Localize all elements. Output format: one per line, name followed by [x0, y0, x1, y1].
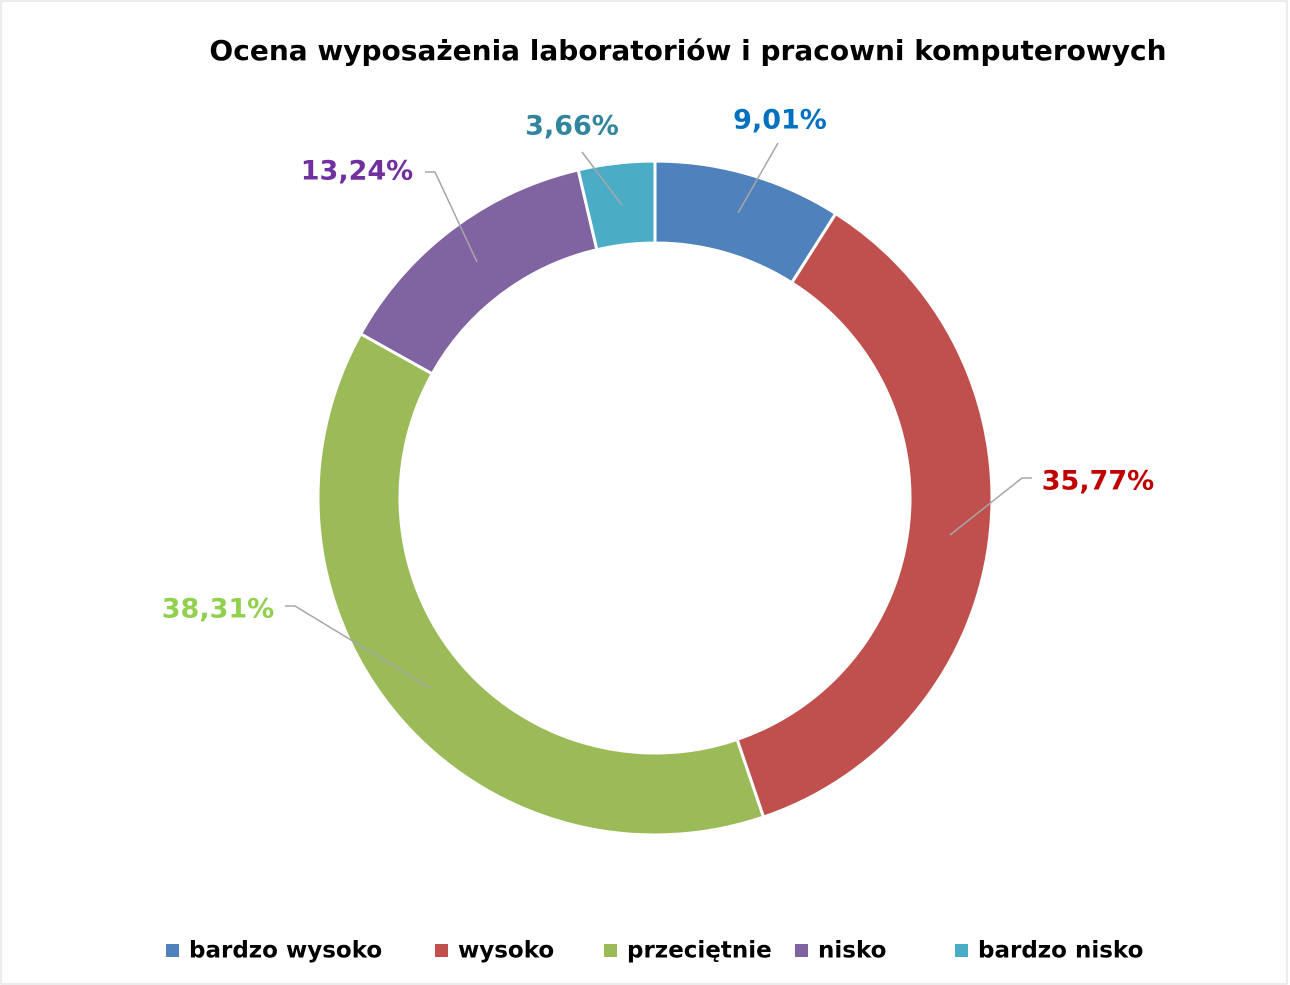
legend-label: bardzo wysoko — [189, 938, 382, 964]
legend-swatch — [435, 944, 448, 957]
legend-swatch — [604, 944, 617, 957]
legend-swatch — [795, 944, 808, 957]
legend-label: nisko — [818, 938, 886, 964]
leader-line — [285, 605, 431, 689]
donut-slice — [576, 159, 657, 252]
data-label: 9,01% — [733, 105, 827, 136]
leader-line — [949, 477, 1032, 536]
data-label: 13,24% — [301, 156, 413, 187]
legend-swatch — [166, 944, 179, 957]
data-label: 38,31% — [162, 594, 274, 625]
donut-slice — [735, 211, 994, 819]
donut-slice — [316, 331, 766, 837]
data-label: 3,66% — [525, 111, 619, 142]
chart-title: Ocena wyposażenia laboratoriów i pracown… — [209, 34, 1166, 67]
legend-label: bardzo nisko — [978, 938, 1143, 964]
leader-line — [737, 142, 779, 214]
leader-line — [581, 151, 623, 206]
legend-swatch — [955, 944, 968, 957]
legend-label: przeciętnie — [627, 938, 772, 964]
legend-label: wysoko — [458, 938, 554, 964]
data-label: 35,77% — [1042, 466, 1154, 497]
leader-line — [425, 171, 478, 263]
